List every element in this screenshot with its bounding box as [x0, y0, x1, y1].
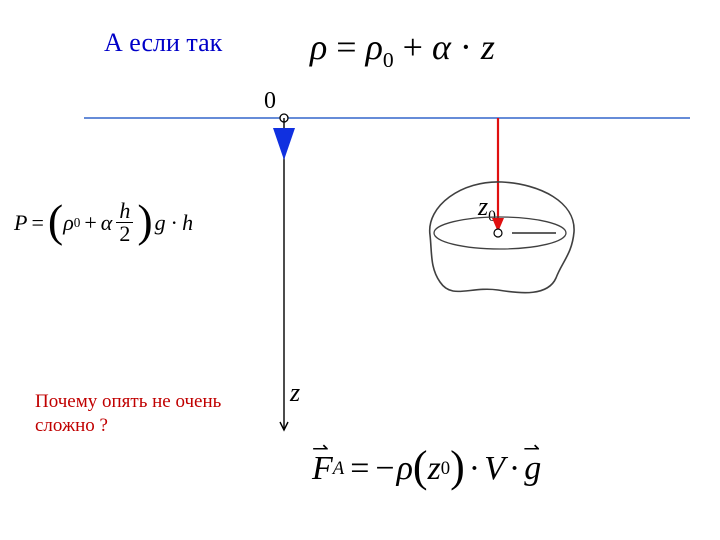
- blue-arrow-icon: [273, 128, 295, 160]
- eq1-rho0: ρ: [366, 27, 383, 67]
- eq3-V: V: [484, 450, 505, 488]
- body-outline: [430, 182, 574, 293]
- eq1-eq: =: [327, 27, 365, 67]
- eq2-gdh: g · h: [155, 210, 194, 236]
- eq2-P: P: [14, 210, 27, 236]
- eq2-plus: +: [84, 210, 96, 236]
- eq2-rho0: ρ: [63, 210, 74, 236]
- eq1-rho: ρ: [310, 27, 327, 67]
- body-equator: [434, 217, 566, 249]
- label-zero: 0: [264, 88, 276, 115]
- body-center-marker: [494, 229, 502, 237]
- eq3-sub0: 0: [441, 458, 450, 480]
- eq2-alpha: α: [101, 210, 113, 236]
- eq1-alpha: α: [432, 27, 451, 67]
- label-z0-z: z: [478, 192, 488, 221]
- eq2-sub0: 0: [74, 215, 81, 231]
- question-text: Почему опять не очень сложно ?: [35, 390, 235, 438]
- eq2-2-den: 2: [116, 223, 133, 245]
- eq3-rho: ρ: [397, 450, 413, 488]
- eq2-h-num: h: [116, 200, 133, 222]
- label-z: z: [290, 378, 300, 408]
- eq1-sub0: 0: [383, 48, 394, 72]
- eq2-frac: h 2: [116, 200, 133, 245]
- eq1-dot: ·: [451, 27, 481, 67]
- equation-pressure: P = ( ρ0 + α h 2 ) g · h: [14, 200, 193, 245]
- heading-text: А если так: [104, 28, 222, 58]
- eq1-plus: +: [394, 27, 432, 67]
- label-z0: z0: [478, 192, 496, 226]
- label-z0-0: 0: [488, 208, 496, 225]
- z-axis-arrowhead: [280, 422, 288, 430]
- equation-archimedes: ⇀ F A = − ρ ( z0 ) · V · ⇀ g: [312, 450, 541, 488]
- eq3-A: A: [333, 458, 344, 480]
- eq2-equals: =: [31, 210, 43, 236]
- origin-marker: [280, 114, 288, 122]
- eq3-z: z: [428, 450, 441, 488]
- eq1-z: z: [481, 27, 495, 67]
- equation-density: ρ = ρ0 + α · z: [310, 26, 495, 73]
